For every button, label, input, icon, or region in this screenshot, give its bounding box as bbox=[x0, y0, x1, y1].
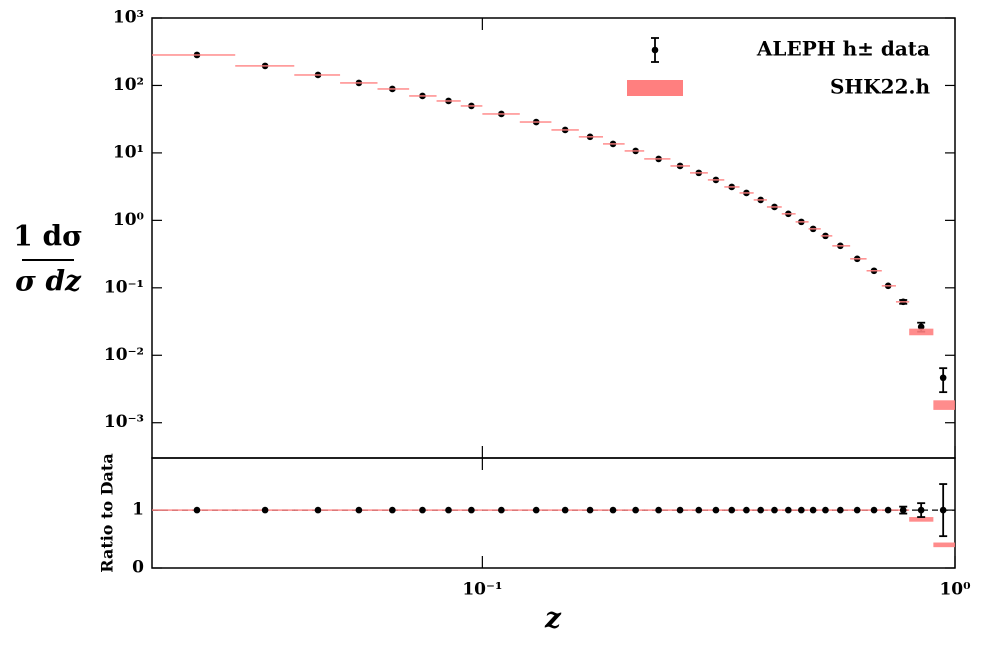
data-point bbox=[822, 506, 829, 514]
model-band bbox=[644, 158, 671, 160]
bottom-frame bbox=[151, 457, 956, 569]
data-point bbox=[261, 506, 269, 514]
legend-swatch bbox=[627, 80, 683, 96]
data-point bbox=[676, 506, 684, 514]
model-band bbox=[409, 95, 437, 97]
data-point bbox=[712, 506, 720, 514]
data-point bbox=[771, 506, 778, 514]
model-band bbox=[909, 328, 934, 336]
x-label: z bbox=[544, 602, 562, 635]
data-point bbox=[445, 506, 452, 514]
y-tick-label: 10¹ bbox=[113, 142, 144, 162]
data-point bbox=[498, 506, 505, 514]
y-tick-label: 10⁰ bbox=[113, 210, 144, 230]
model-band bbox=[766, 206, 782, 208]
data-point bbox=[853, 506, 861, 514]
y-tick-label: 10⁻³ bbox=[104, 412, 144, 432]
y-tick-label: 1 bbox=[132, 500, 144, 520]
y-tick-label: 10⁻¹ bbox=[104, 277, 144, 297]
data-point bbox=[561, 506, 569, 514]
model-band bbox=[707, 179, 725, 181]
y-tick-label: 10³ bbox=[113, 8, 144, 28]
model-band bbox=[795, 221, 809, 223]
data-point bbox=[798, 506, 805, 514]
model-band bbox=[603, 143, 625, 145]
model-band bbox=[482, 113, 520, 115]
model-band bbox=[739, 192, 754, 194]
model-band bbox=[670, 165, 691, 167]
data-point bbox=[419, 506, 426, 514]
model-band bbox=[377, 88, 410, 90]
x-tick-label: 10⁻¹ bbox=[462, 580, 502, 600]
data-point bbox=[609, 506, 617, 514]
data-point bbox=[785, 506, 792, 514]
y-tick-label: 10⁻² bbox=[104, 345, 144, 365]
model-band bbox=[909, 517, 934, 522]
data-point bbox=[809, 506, 817, 514]
model-band bbox=[551, 129, 579, 131]
model-band bbox=[460, 105, 483, 107]
data-point bbox=[939, 506, 947, 514]
model-band bbox=[152, 509, 236, 511]
model-band bbox=[624, 150, 645, 152]
model-band bbox=[881, 285, 896, 287]
y-label-denominator: σ dz bbox=[15, 265, 82, 298]
data-point bbox=[632, 506, 639, 514]
model-band bbox=[152, 54, 236, 56]
data-point bbox=[884, 506, 892, 514]
data-point bbox=[939, 374, 947, 382]
legend-label: ALEPH h± data bbox=[756, 37, 930, 61]
model-band bbox=[724, 186, 740, 188]
y-tick-label: 0 bbox=[132, 558, 144, 578]
data-point bbox=[870, 506, 878, 514]
model-band bbox=[866, 270, 882, 272]
data-point bbox=[837, 506, 844, 514]
data-point bbox=[695, 506, 703, 514]
model-band bbox=[436, 100, 461, 102]
data-point bbox=[655, 506, 662, 514]
data-point bbox=[468, 506, 475, 514]
model-band bbox=[808, 228, 821, 230]
model-band bbox=[895, 301, 910, 303]
y-tick-label: 10² bbox=[113, 75, 144, 95]
data-point bbox=[389, 506, 396, 514]
x-tick-label: 10⁰ bbox=[939, 580, 970, 600]
model-band bbox=[781, 213, 796, 215]
data-point bbox=[757, 506, 764, 514]
data-point bbox=[586, 506, 594, 514]
model-band bbox=[578, 136, 604, 138]
legend-label: SHK22.h bbox=[830, 75, 931, 99]
model-band bbox=[519, 121, 552, 123]
data-point bbox=[917, 323, 925, 331]
model-band bbox=[235, 65, 295, 67]
data-point bbox=[917, 506, 925, 514]
data-point bbox=[532, 506, 540, 514]
model-band bbox=[933, 400, 955, 410]
model-band bbox=[294, 74, 341, 76]
ratio-y-label: Ratio to Data bbox=[98, 453, 117, 572]
y-label-numerator: 1 dσ bbox=[13, 220, 82, 253]
data-point bbox=[355, 506, 363, 514]
model-band bbox=[753, 199, 767, 201]
model-band bbox=[850, 258, 867, 260]
data-point bbox=[314, 506, 322, 514]
model-band bbox=[340, 82, 378, 84]
data-point bbox=[728, 506, 736, 514]
legend-marker bbox=[651, 46, 659, 54]
model-band bbox=[832, 245, 851, 247]
data-point bbox=[899, 506, 907, 514]
data-point bbox=[743, 506, 750, 514]
model-band bbox=[933, 542, 955, 548]
data-point bbox=[193, 506, 201, 514]
model-band bbox=[690, 172, 708, 174]
model-band bbox=[820, 235, 833, 237]
